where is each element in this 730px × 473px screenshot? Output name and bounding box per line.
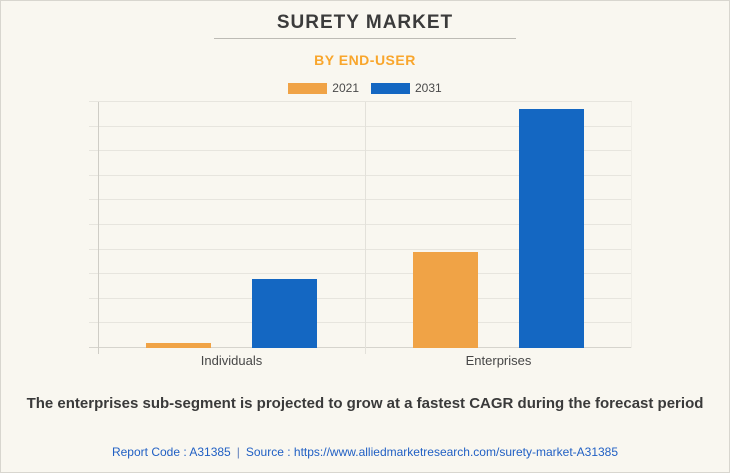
bar-chart-plot-area [89,101,632,354]
gridline [89,150,632,152]
legend-swatch-2021 [288,82,328,94]
gridline [89,101,632,102]
legend-item-2031[interactable]: 2031 [371,81,442,95]
bar-individuals-2021[interactable] [146,343,211,348]
insight-text: The enterprises sub-segment is projected… [26,395,704,412]
x-axis-line [89,347,632,348]
gridline [89,125,632,127]
chart-title: SURETY MARKET [276,12,454,33]
gridline [89,297,632,299]
bar-group-enterprises [365,102,632,348]
bar-group-individuals [98,102,365,348]
bar-enterprises-2021[interactable] [413,252,478,348]
gridline [89,199,632,201]
y-axis-line [98,102,99,354]
gridline [89,224,632,225]
gridline [89,174,632,176]
title-divider [214,38,516,39]
bar-enterprises-2031[interactable] [519,109,584,348]
source-line: Report Code : A31385 | Source : https://ww… [1,445,729,459]
gridline [89,322,632,324]
category-separator-line [365,102,366,354]
plot-right-edge-line [631,102,632,348]
legend-item-2021[interactable]: 2021 [288,81,359,95]
gridline [89,248,632,250]
bar-individuals-2031[interactable] [252,279,317,348]
chart-subtitle: BY END-USER [314,52,416,68]
source-url-link[interactable]: https://www.alliedmarketresearch.com/sur… [293,445,619,459]
legend-label-2021: 2021 [332,81,359,95]
source-prefix-text: Source : [245,445,291,459]
legend-swatch-2031 [371,82,410,94]
gridline [89,273,632,275]
bars-layer [98,102,632,348]
x-axis-label-individuals: Individuals [200,353,263,368]
x-axis-label-enterprises: Enterprises [465,353,532,368]
chart-legend: 2021 2031 [1,81,729,95]
source-separator: | [236,445,240,459]
report-code-text: Report Code : A31385 [111,445,231,459]
legend-label-2031: 2031 [415,81,442,95]
x-axis-labels: Individuals Enterprises [98,353,632,368]
